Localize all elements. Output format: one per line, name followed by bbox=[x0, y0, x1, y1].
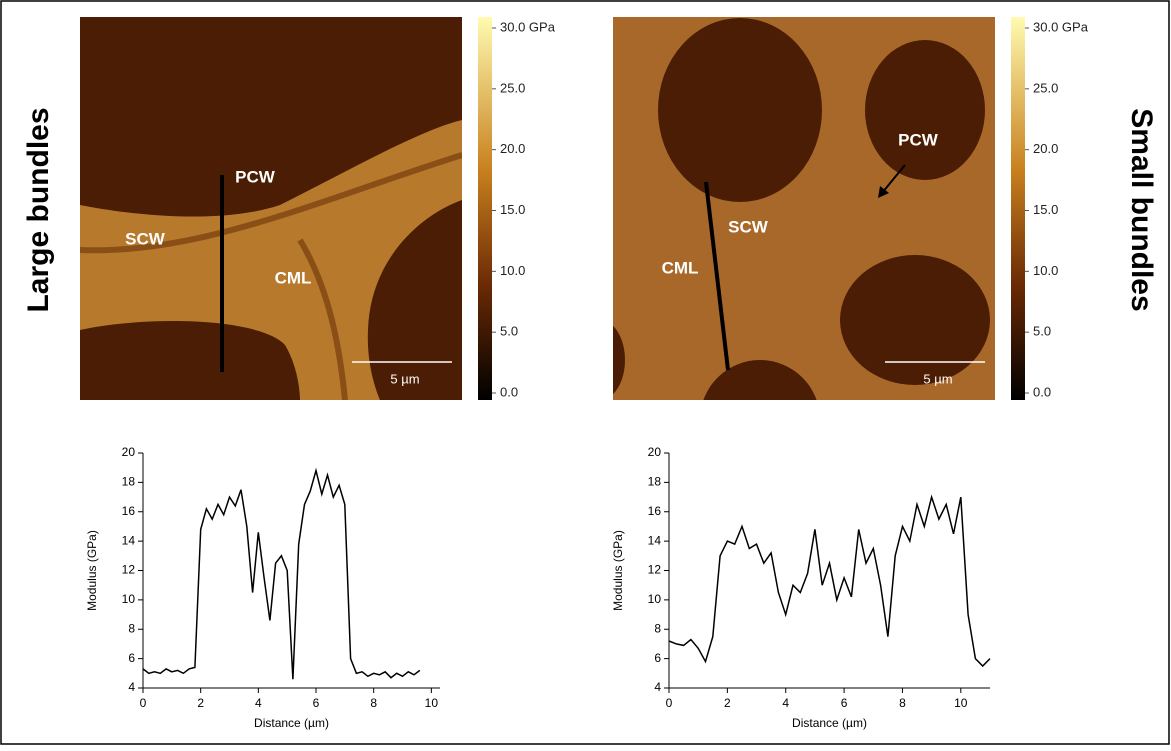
x-tick-label: 0 bbox=[140, 696, 147, 710]
x-tick-label: 8 bbox=[370, 696, 377, 710]
y-tick-label: 4 bbox=[128, 680, 135, 694]
y-tick-label: 8 bbox=[128, 621, 135, 635]
colorbar-tick-label: 30.0 GPa bbox=[500, 19, 556, 34]
y-tick-label: 14 bbox=[648, 533, 662, 547]
scale-bar-label: 5 µm bbox=[923, 371, 952, 386]
x-tick-label: 10 bbox=[954, 696, 968, 710]
y-tick-label: 14 bbox=[122, 533, 136, 547]
x-tick-label: 8 bbox=[899, 696, 906, 710]
colorbar bbox=[1011, 17, 1025, 400]
x-tick-label: 6 bbox=[313, 696, 320, 710]
colorbar-tick-label: 0.0 bbox=[500, 384, 518, 399]
x-tick-label: 4 bbox=[255, 696, 262, 710]
colorbar-tick-label: 30.0 GPa bbox=[1033, 19, 1089, 34]
side-label: Small bundles bbox=[1125, 108, 1158, 311]
colorbar-tick-label: 20.0 bbox=[500, 141, 525, 156]
colorbar-tick-label: 15.0 bbox=[1033, 202, 1058, 217]
y-tick-label: 6 bbox=[654, 651, 661, 665]
x-axis-label: Distance (µm) bbox=[792, 716, 867, 730]
colorbar-tick-label: 25.0 bbox=[1033, 80, 1058, 95]
y-tick-label: 10 bbox=[122, 592, 136, 606]
colorbar-tick-label: 25.0 bbox=[500, 80, 525, 95]
colorbar-tick-label: 10.0 bbox=[1033, 263, 1058, 278]
x-tick-label: 2 bbox=[197, 696, 204, 710]
colorbar-tick-label: 5.0 bbox=[1033, 324, 1051, 339]
region-label: CML bbox=[662, 258, 699, 277]
profile-line bbox=[668, 494, 991, 668]
colorbar bbox=[478, 17, 492, 400]
y-tick-label: 16 bbox=[122, 504, 136, 518]
y-tick-label: 20 bbox=[648, 445, 662, 459]
colorbar-tick-label: 15.0 bbox=[500, 202, 525, 217]
x-tick-label: 10 bbox=[425, 696, 439, 710]
y-tick-label: 16 bbox=[648, 504, 662, 518]
colorbar-tick-label: 20.0 bbox=[1033, 141, 1058, 156]
colorbar-tick-label: 0.0 bbox=[1033, 384, 1051, 399]
y-tick-label: 18 bbox=[122, 475, 136, 489]
y-tick-label: 12 bbox=[122, 563, 136, 577]
afm-image bbox=[613, 17, 995, 400]
x-tick-label: 4 bbox=[782, 696, 789, 710]
x-axis-label: Distance (µm) bbox=[254, 716, 329, 730]
y-tick-label: 8 bbox=[654, 621, 661, 635]
region-label: SCW bbox=[125, 229, 166, 248]
x-tick-label: 6 bbox=[841, 696, 848, 710]
colorbar-tick-label: 5.0 bbox=[500, 324, 518, 339]
x-tick-label: 0 bbox=[666, 696, 673, 710]
y-tick-label: 12 bbox=[648, 563, 662, 577]
y-axis-label: Modulus (GPa) bbox=[85, 530, 99, 611]
region-label: SCW bbox=[728, 217, 769, 236]
colorbar-tick-label: 10.0 bbox=[500, 263, 525, 278]
afm-image bbox=[80, 17, 462, 400]
y-axis-label: Modulus (GPa) bbox=[611, 530, 625, 611]
x-tick-label: 2 bbox=[724, 696, 731, 710]
y-tick-label: 4 bbox=[654, 680, 661, 694]
y-tick-label: 20 bbox=[122, 445, 136, 459]
region-label: PCW bbox=[898, 130, 939, 149]
side-label: Large bundles bbox=[22, 107, 55, 312]
region-label: CML bbox=[275, 268, 312, 287]
y-tick-label: 6 bbox=[128, 651, 135, 665]
region-label: PCW bbox=[235, 167, 276, 186]
scale-bar-label: 5 µm bbox=[390, 371, 419, 386]
profile-line bbox=[142, 467, 421, 680]
y-tick-label: 18 bbox=[648, 475, 662, 489]
y-tick-label: 10 bbox=[648, 592, 662, 606]
